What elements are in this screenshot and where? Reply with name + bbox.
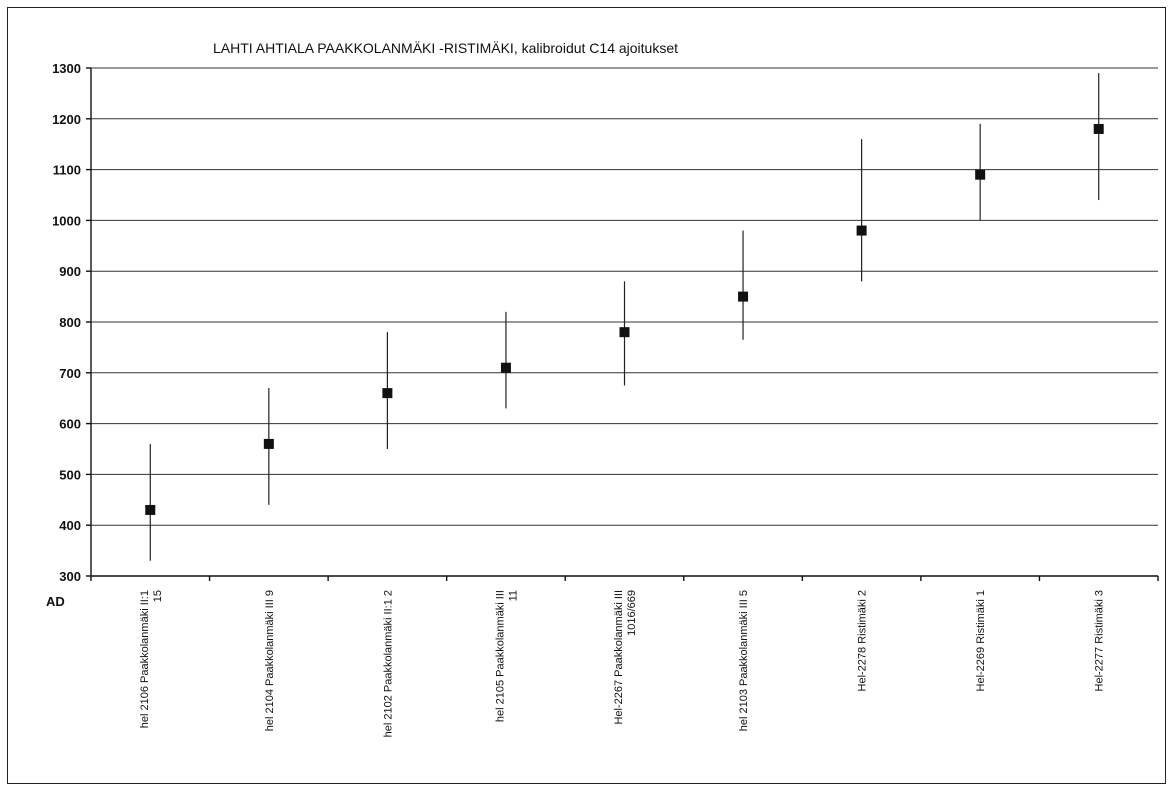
y-tick-label: 1200	[52, 112, 81, 127]
category-label: Hel-2278 Ristimäki 2	[857, 590, 869, 691]
y-tick-label: 1300	[52, 61, 81, 76]
category-label: Hel-2277 Ristimäki 3	[1094, 590, 1106, 691]
scatter-chart: LAHTI AHTIALA PAAKKOLANMÄKI -RISTIMÄKI, …	[46, 40, 1159, 737]
y-tick-labels: 300 400 500 600 700 800 900 1000 1100 1200 1300	[52, 61, 81, 584]
category-label: hel 2103 Paakkolanmäki III 5	[738, 590, 750, 731]
y-tick-label: 500	[59, 467, 81, 482]
category-label: Hel-2267 Paakkolanmäki III	[613, 590, 625, 725]
data-point	[1093, 123, 1104, 134]
data-point	[738, 291, 749, 302]
y-tick-label: 700	[59, 366, 81, 381]
data-point	[619, 327, 630, 338]
x-axis-ticks	[90, 576, 1159, 581]
data-point	[500, 362, 511, 373]
y-tick-label: 400	[59, 518, 81, 533]
data-point	[145, 504, 156, 515]
y-tick-label: 800	[59, 315, 81, 330]
data-point	[975, 169, 986, 180]
chart-frame: LAHTI AHTIALA PAAKKOLANMÄKI -RISTIMÄKI, …	[7, 7, 1166, 784]
y-tick-label: 1100	[53, 163, 81, 178]
chart-title: LAHTI AHTIALA PAAKKOLANMÄKI -RISTIMÄKI, …	[213, 40, 678, 56]
data-point	[263, 438, 274, 449]
category-label: hel 2102 Paakkolanmäki II:1 2	[382, 590, 394, 737]
data-points	[145, 123, 1104, 515]
category-label: hel 2106 Paakkolanmäki II:1	[139, 590, 151, 728]
axes	[86, 67, 1158, 577]
category-labels: hel 2106 Paakkolanmäki II:1 15 hel 2104 Pa…	[139, 590, 1106, 737]
category-label: Hel-2269 Ristimäki 1	[975, 590, 987, 691]
data-point	[856, 225, 867, 236]
category-label: 1016/669	[626, 590, 638, 636]
y-tick-label: 1000	[52, 213, 81, 228]
category-label: 15	[152, 590, 164, 602]
y-tick-label: 900	[59, 264, 81, 279]
y-tick-label: 600	[59, 417, 81, 432]
data-point	[382, 388, 393, 399]
category-label: hel 2105 Paakkolanmäki III	[494, 590, 506, 722]
error-bars	[149, 73, 1100, 561]
category-label: 11	[507, 590, 519, 601]
category-label: hel 2104 Paakkolanmäki III 9	[264, 590, 276, 731]
y-tick-label: 300	[59, 569, 81, 584]
y-axis-label: AD	[46, 594, 65, 609]
